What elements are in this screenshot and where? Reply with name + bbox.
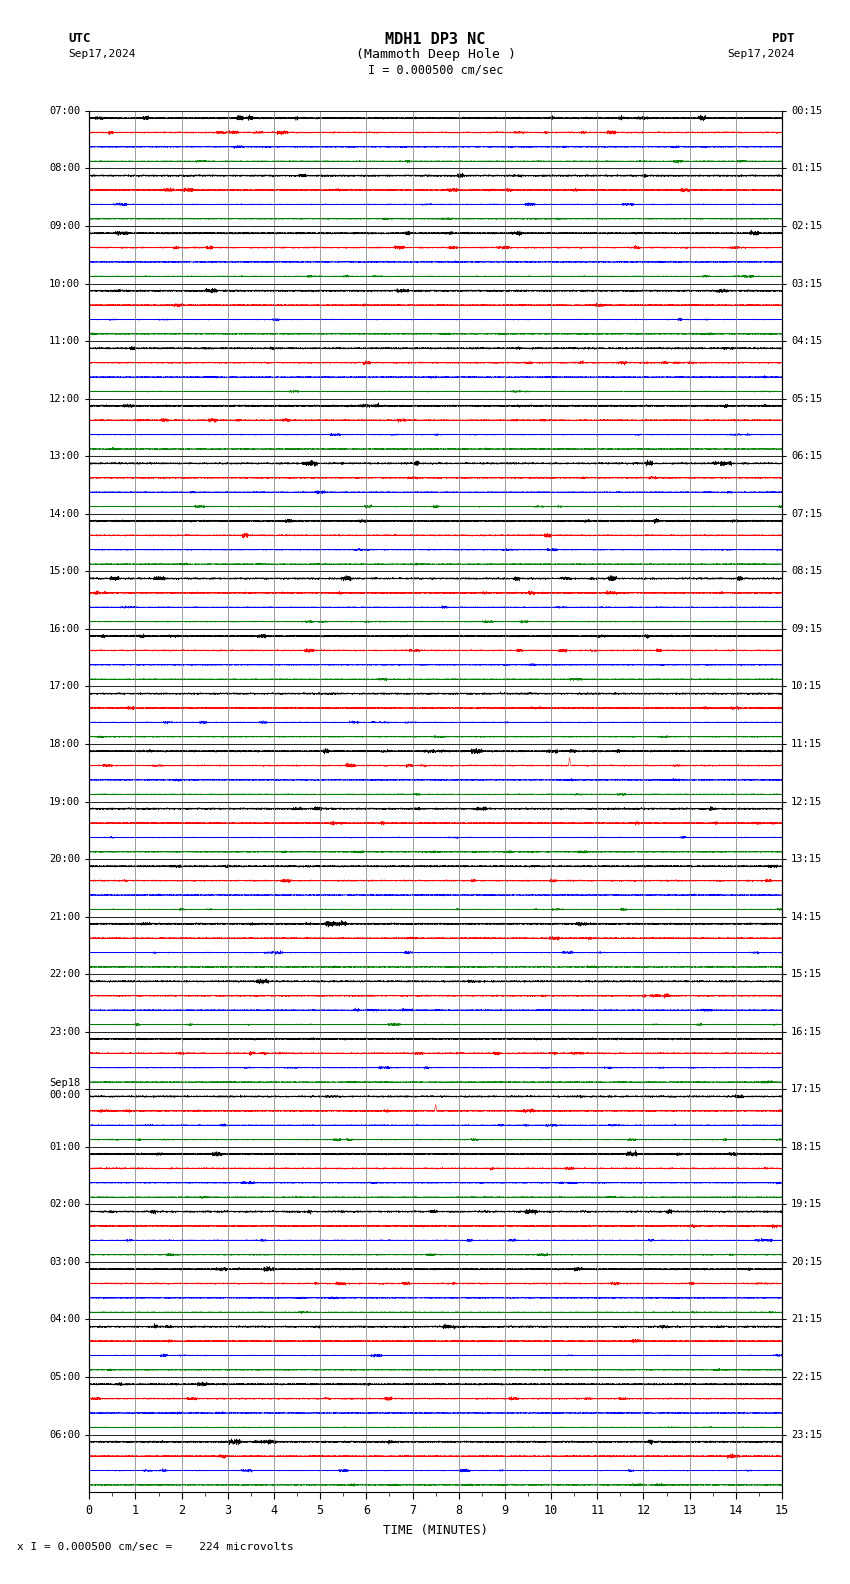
Text: UTC: UTC [68, 32, 90, 44]
Text: PDT: PDT [773, 32, 795, 44]
Text: MDH1 DP3 NC: MDH1 DP3 NC [385, 32, 486, 46]
Text: x I = 0.000500 cm/sec =    224 microvolts: x I = 0.000500 cm/sec = 224 microvolts [17, 1543, 294, 1552]
Text: (Mammoth Deep Hole ): (Mammoth Deep Hole ) [355, 48, 516, 60]
Text: Sep17,2024: Sep17,2024 [728, 49, 795, 59]
Text: I = 0.000500 cm/sec: I = 0.000500 cm/sec [368, 63, 503, 76]
Text: Sep17,2024: Sep17,2024 [68, 49, 135, 59]
X-axis label: TIME (MINUTES): TIME (MINUTES) [383, 1524, 488, 1536]
